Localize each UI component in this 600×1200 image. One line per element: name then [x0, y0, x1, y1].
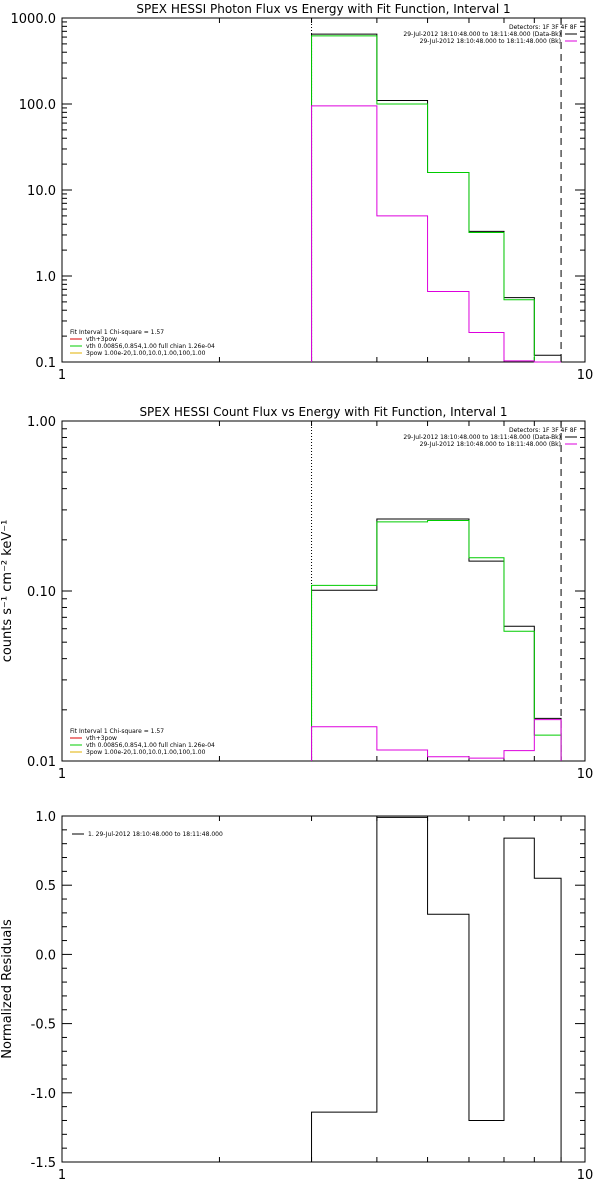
x-tick-label: 10: [577, 368, 594, 383]
legend-top-right-entry: 29-Jul-2012 18:10:48.000 to 18:11:48.000…: [403, 434, 561, 441]
series-2-step-line: [311, 519, 562, 761]
x-tick-label: 1: [58, 368, 66, 383]
legend-top-left-entry: 1. 29-Jul-2012 18:10:48.000 to 18:11:48.…: [88, 831, 223, 838]
plot-frame: [61, 815, 586, 1163]
legend-bottom-left-entry: vth+3pow: [86, 336, 117, 343]
y-axis-label: Normalized Residuals: [0, 919, 15, 1059]
x-tick-label: 1: [58, 1168, 66, 1183]
legend-top-right-entry: 29-Jul-2012 18:10:48.000 to 18:11:48.000…: [420, 441, 561, 448]
legend-bottom-left-entry: 3pow 1.00e-20,1.00,10.0,1.00,100,1.00: [86, 350, 206, 357]
chart-panel-3: 1 10 -1.5 -1.0 -0.5 0.0 0.5 1.0 Normalized Resid…: [0, 810, 593, 1183]
legend-top-right-entry: Detectors: 1F 3F 4F 8F: [509, 24, 578, 31]
x-tick-label: 10: [577, 767, 594, 782]
chart-panel-2: SPEX HESSI Count Flux vs Energy with Fit…: [0, 405, 593, 782]
y-axis-label: counts s⁻¹ cm⁻² keV⁻¹: [0, 520, 15, 663]
chart-title: SPEX HESSI Count Flux vs Energy with Fit…: [139, 405, 507, 419]
legend-bottom-left-entry: Fit Interval 1 Chi-square = 1.57: [70, 329, 164, 336]
legend-top-right-entry: 29-Jul-2012 18:10:48.000 to 18:11:48.000…: [420, 38, 561, 45]
y-tick-label: 1000.0: [11, 12, 57, 27]
y-tick-label: 0.5: [35, 879, 56, 894]
y-tick-label: 0.0: [35, 948, 56, 963]
x-tick-label: 10: [577, 1168, 594, 1183]
y-tick-label: 1.0: [35, 810, 56, 825]
y-tick-label: 10.0: [27, 184, 56, 199]
legend-bottom-left-entry: 3pow 1.00e-20,1.00,10.0,1.00,100,1.00: [86, 749, 206, 756]
y-tick-label: 1.0: [35, 270, 56, 285]
series-3-step-line: [311, 105, 562, 363]
legend-bottom-left-entry: vth 0.00856,0.854,1.00 full chian 1.26e-…: [86, 742, 215, 749]
y-tick-label: 1.00: [27, 415, 56, 430]
legend-bottom-left-entry: vth+3pow: [86, 735, 117, 742]
y-tick-label: 0.10: [27, 585, 56, 600]
y-tick-label: -1.0: [31, 1087, 56, 1102]
legend-top-right-entry: 29-Jul-2012 18:10:48.000 to 18:11:48.000…: [403, 31, 561, 38]
y-tick-label: 100.0: [19, 98, 56, 113]
x-tick-label: 1: [58, 767, 66, 782]
y-tick-label: 0.1: [35, 356, 56, 371]
y-tick-label: -1.5: [31, 1156, 56, 1171]
series-1-step-line: [311, 816, 562, 1162]
legend-top-right-entry: Detectors: 1F 3F 4F 8F: [509, 427, 578, 434]
legend-bottom-left-entry: Fit Interval 1 Chi-square = 1.57: [70, 728, 164, 735]
y-tick-label: -0.5: [31, 1018, 56, 1033]
chart-title: SPEX HESSI Photon Flux vs Energy with Fi…: [136, 2, 510, 16]
series-3-step-line: [311, 719, 562, 761]
series-2-step-line: [311, 35, 562, 363]
y-tick-label: 0.01: [27, 755, 56, 770]
chart-panel-1: SPEX HESSI Photon Flux vs Energy with Fi…: [11, 2, 594, 383]
legend-bottom-left-entry: vth 0.00856,0.854,1.00 full chian 1.26e-…: [86, 343, 215, 350]
